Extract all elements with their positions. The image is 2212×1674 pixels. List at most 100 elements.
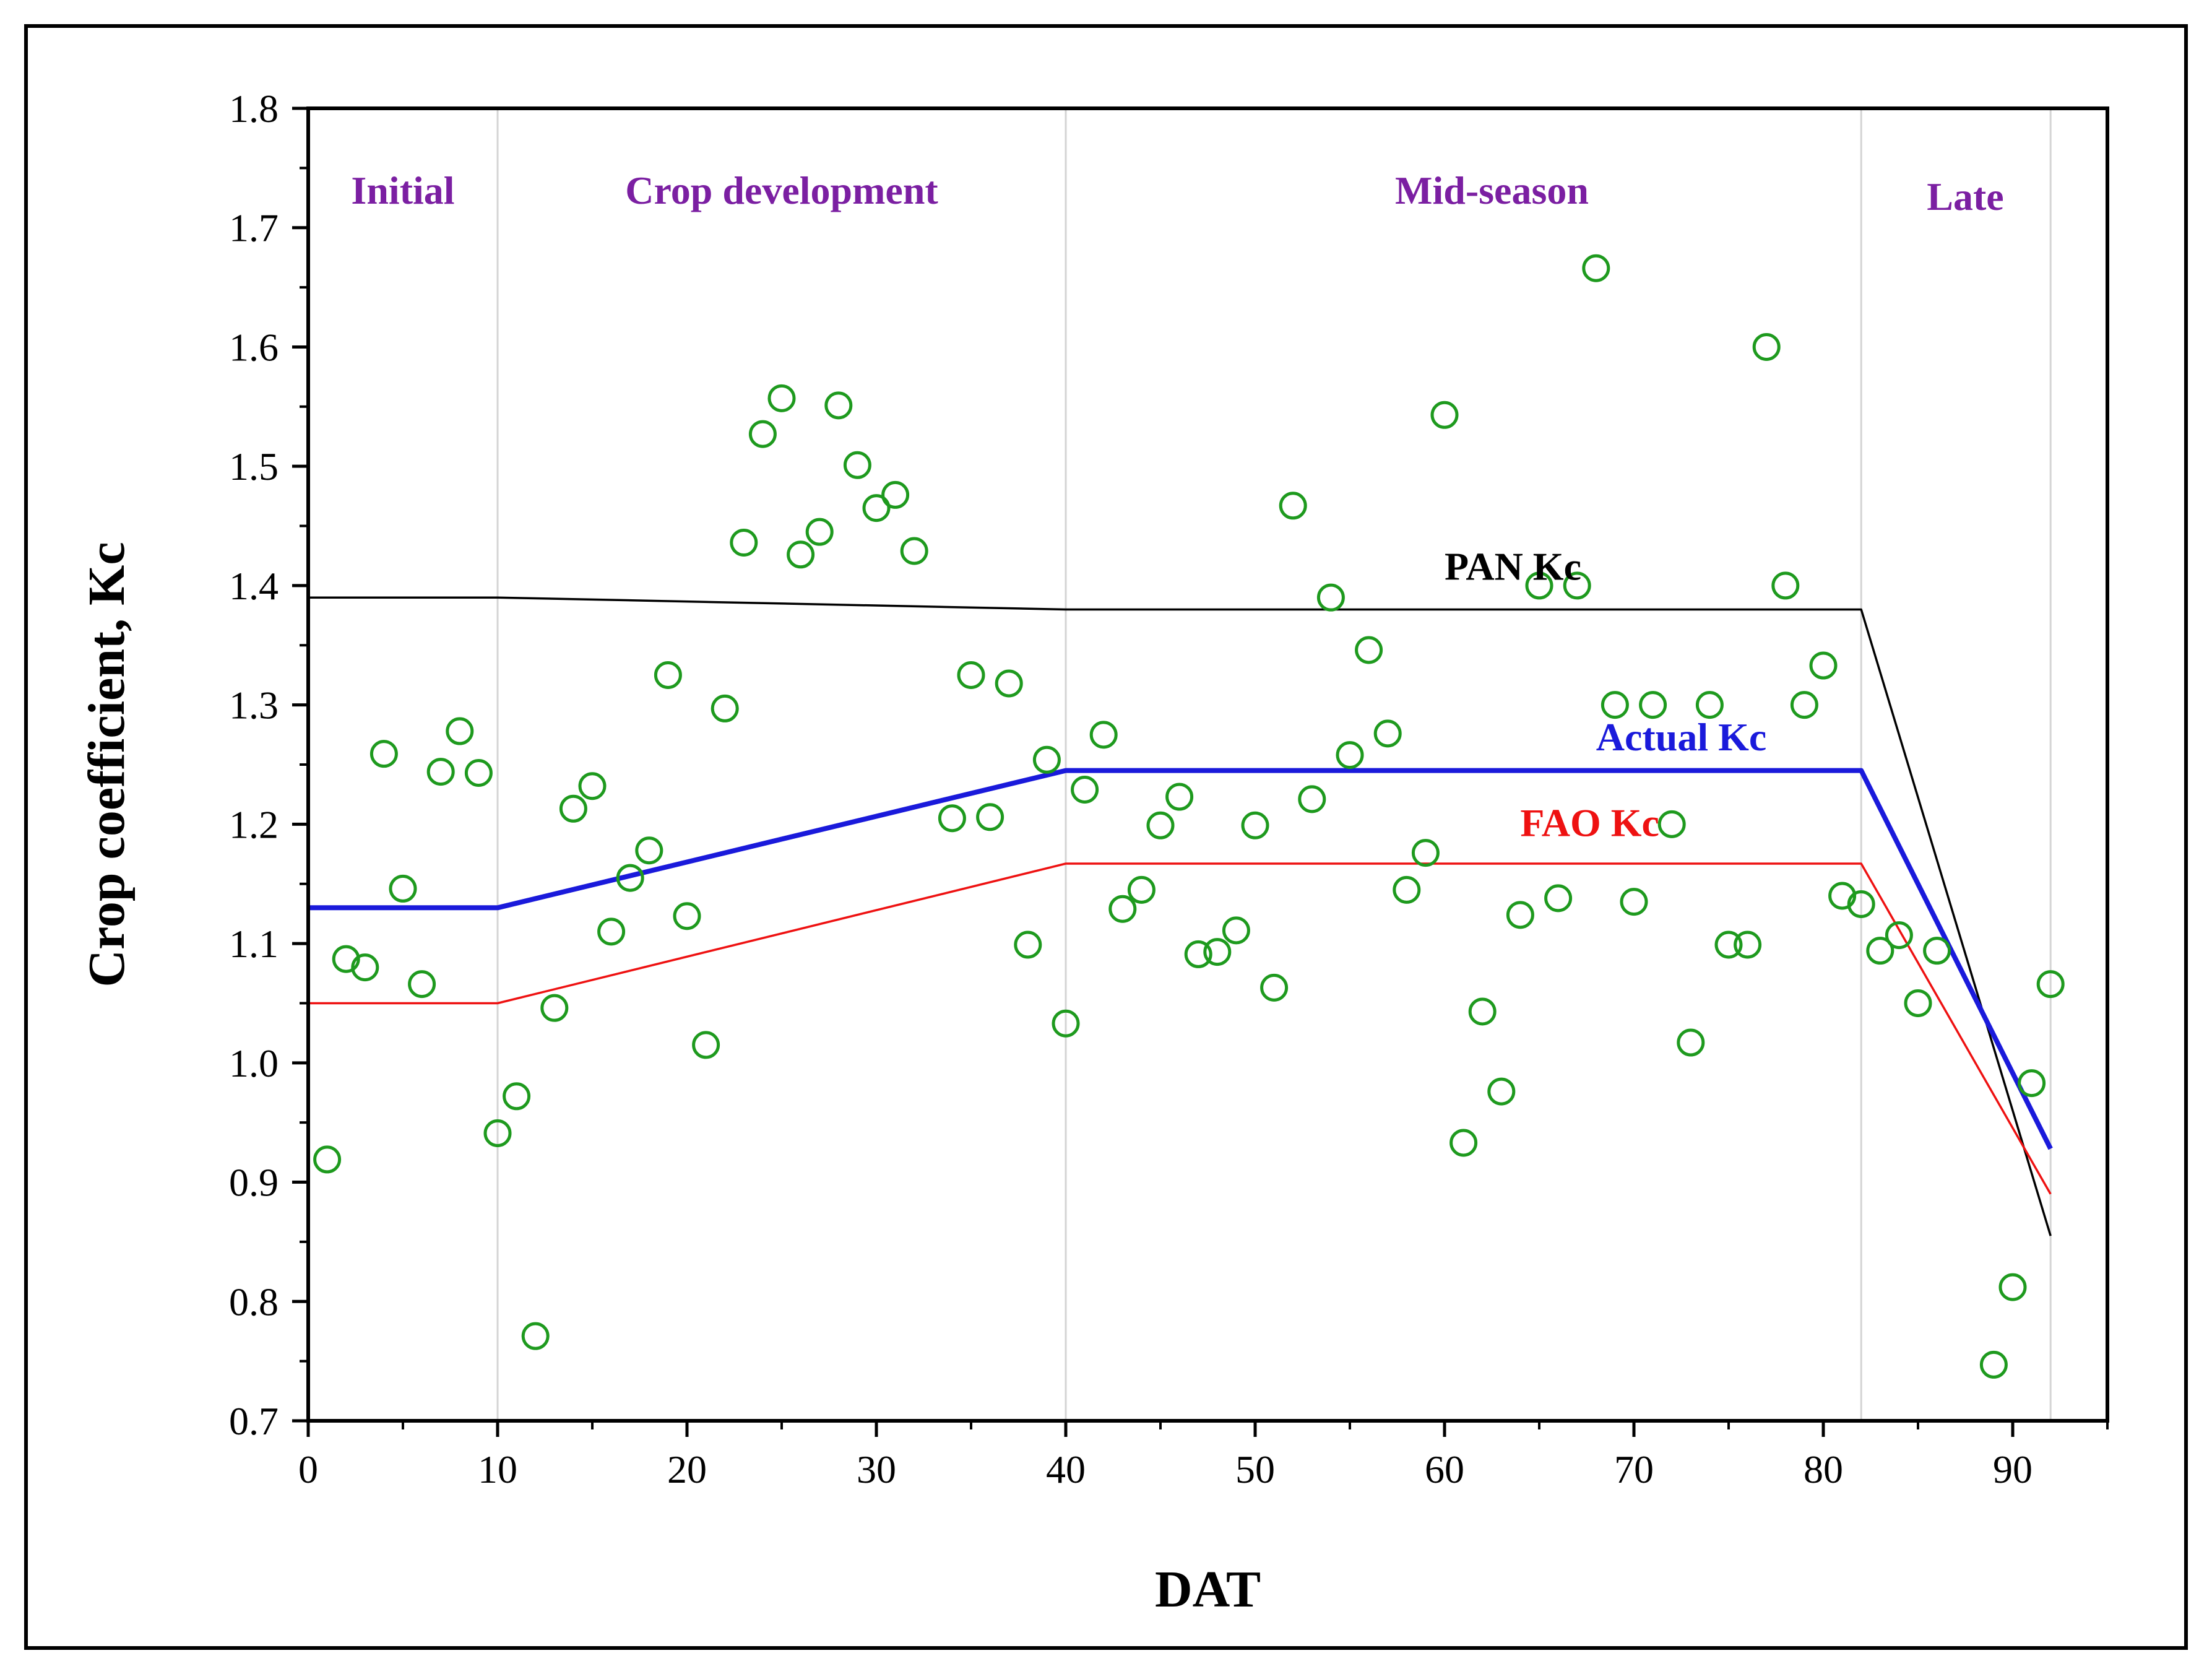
x-tick-label: 60 (1425, 1447, 1464, 1491)
scatter-point (1203, 938, 1232, 966)
scatter-point (2036, 970, 2065, 999)
y-tick-label: 0.9 (229, 1161, 279, 1205)
stage-label-mid-season: Mid-season (1395, 168, 1589, 212)
x-tick-label: 30 (857, 1447, 896, 1491)
scatter-point (1108, 895, 1137, 923)
y-axis-title: Crop coefficient, Kc (78, 542, 136, 987)
scatter-point (805, 518, 834, 546)
x-tick-label: 0 (298, 1447, 318, 1491)
x-tick-label: 70 (1614, 1447, 1654, 1491)
scatter-point (1052, 1009, 1080, 1038)
x-axis-title: DAT (1155, 1561, 1261, 1618)
scatter-point (1014, 930, 1042, 959)
scatter-point (1184, 940, 1212, 968)
scatter-point (1752, 332, 1781, 361)
scatter-point (446, 717, 474, 745)
scatter-point (1657, 810, 1686, 838)
scatter-point (1241, 811, 1269, 839)
scatter-point (1279, 492, 1307, 520)
scatter-point (824, 391, 853, 420)
scatter-point (1487, 1077, 1516, 1106)
scatter-point (1544, 884, 1573, 913)
series-line-fao-kc (308, 862, 2052, 1195)
scatter-point (426, 758, 455, 786)
scatter-point (559, 794, 587, 823)
scatter-point (369, 740, 398, 768)
scatter-point (730, 529, 758, 557)
scatter-point (540, 994, 569, 1022)
series-line-pan-kc (308, 596, 2052, 1236)
scatter-point (1639, 691, 1667, 719)
y-tick-label: 0.8 (229, 1280, 279, 1324)
scatter-point (1847, 890, 1875, 918)
scatter-point (1790, 691, 1818, 719)
scatter-point (748, 420, 777, 448)
series-line-actual-kc (308, 768, 2053, 1150)
y-axis-ticks: 0.7 0.8 0.9 1.0 1.1 1.2 1.3 1.4 1.5 1.6 1.7 1.8 (229, 87, 308, 1443)
scatter-point (862, 494, 891, 523)
scatter-point (2018, 1069, 2046, 1098)
y-tick-label: 1.0 (229, 1041, 279, 1085)
scatter-point (1146, 811, 1175, 839)
stage-label-initial: Initial (351, 168, 454, 212)
y-tick-label: 1.4 (229, 564, 279, 608)
scatter-point (483, 1119, 512, 1148)
scatter-point (1923, 937, 1951, 965)
scatter-point (1222, 916, 1250, 945)
scatter-point (1979, 1350, 2008, 1379)
x-axis-ticks: 0 10 20 30 40 50 60 70 80 90 (298, 1421, 2109, 1491)
scatter-point (1127, 875, 1156, 904)
scatter-point (1373, 719, 1402, 748)
scatter-point (1695, 691, 1724, 719)
annotations: PAN Kc Actual Kc FAO Kc Initial Crop develop… (351, 168, 2003, 844)
scatter-point (1393, 875, 1421, 904)
x-tick-label: 40 (1046, 1447, 1086, 1491)
x-tick-label: 10 (478, 1447, 517, 1491)
scatter-point (1998, 1273, 2027, 1301)
scatter-point (1165, 783, 1194, 811)
series-label-fao-kc: FAO Kc (1520, 801, 1659, 845)
scatter-point (1904, 989, 1932, 1017)
y-tick-label: 1.5 (229, 445, 279, 488)
series-lines (308, 596, 2053, 1236)
scatter-point (995, 669, 1023, 698)
scatter-point (711, 694, 739, 722)
scatter-point (1506, 901, 1534, 929)
scatter-point (1430, 401, 1459, 429)
scatter-point (503, 1082, 531, 1111)
y-tick-label: 1.8 (229, 87, 279, 131)
scatter-point (1032, 745, 1061, 774)
scatter-point (1734, 930, 1762, 959)
scatter-point (1828, 882, 1857, 910)
stage-label-crop-development: Crop development (625, 168, 938, 212)
y-tick-label: 0.7 (229, 1399, 279, 1443)
scatter-point (408, 970, 436, 999)
scatter-point (1260, 973, 1289, 1002)
scatter-point (1582, 254, 1610, 282)
stage-boundaries (496, 108, 2052, 1421)
scatter-point (1089, 721, 1118, 749)
figure-border (24, 24, 2188, 1650)
scatter-points (313, 254, 2065, 1379)
scatter-point (1316, 583, 1345, 612)
y-tick-label: 1.1 (229, 922, 279, 966)
x-tick-label: 50 (1235, 1447, 1275, 1491)
y-tick-label: 1.7 (229, 206, 279, 250)
scatter-point (1563, 571, 1591, 600)
scatter-point (1601, 691, 1629, 719)
scatter-point (635, 836, 663, 865)
scatter-point (1468, 997, 1497, 1026)
scatter-point (616, 864, 644, 892)
scatter-point (1677, 1028, 1705, 1057)
scatter-point (521, 1322, 550, 1350)
scatter-point (1525, 571, 1553, 600)
x-tick-label: 80 (1804, 1447, 1843, 1491)
scatter-point (1714, 930, 1743, 959)
scatter-point (900, 537, 928, 565)
series-label-pan-kc: PAN Kc (1445, 544, 1581, 588)
scatter-point (332, 945, 360, 973)
scatter-point (938, 804, 966, 833)
scatter-point (654, 661, 682, 689)
